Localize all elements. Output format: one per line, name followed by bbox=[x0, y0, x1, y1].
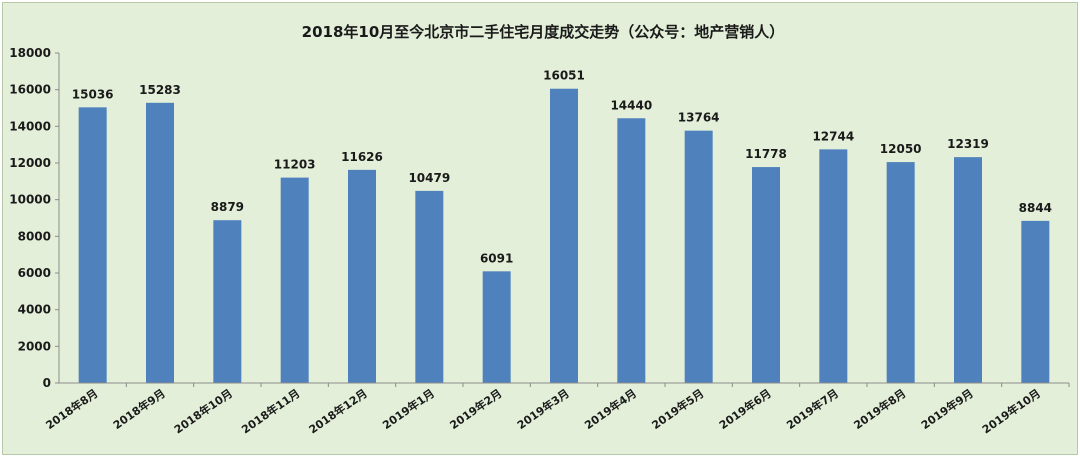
y-tick-label: 16000 bbox=[9, 83, 51, 97]
x-tick-label: 2019年9月 bbox=[918, 386, 975, 432]
chart-title: 2018年10月至今北京市二手住宅月度成交走势（公众号：地产营销人） bbox=[302, 23, 785, 41]
y-tick-label: 18000 bbox=[9, 46, 51, 60]
data-label: 11203 bbox=[274, 158, 316, 172]
y-tick-label: 4000 bbox=[18, 303, 51, 317]
x-tick-label: 2019年4月 bbox=[582, 386, 639, 432]
x-tick-label: 2019年8月 bbox=[851, 386, 908, 432]
y-tick-label: 14000 bbox=[9, 119, 51, 133]
data-labels: 15036 15283 8879 11203 11626 10479 6091 16051 14… bbox=[72, 69, 1052, 266]
x-tick-label: 2018年9月 bbox=[110, 386, 167, 432]
bar bbox=[819, 149, 848, 383]
bar bbox=[550, 88, 578, 384]
data-label: 11778 bbox=[745, 147, 787, 161]
bar bbox=[482, 271, 511, 383]
data-label: 12319 bbox=[947, 137, 989, 151]
x-tick-label: 2018年10月 bbox=[171, 386, 235, 436]
data-label: 8879 bbox=[211, 200, 244, 214]
x-tick-label: 2018年11月 bbox=[239, 386, 303, 436]
data-label: 15283 bbox=[139, 83, 181, 97]
data-label: 12050 bbox=[880, 142, 922, 156]
bar bbox=[954, 157, 982, 383]
data-label: 13764 bbox=[678, 111, 720, 125]
bar bbox=[752, 167, 780, 383]
bar bbox=[1021, 220, 1050, 383]
x-tick-label: 2019年7月 bbox=[784, 386, 841, 432]
data-label: 15036 bbox=[72, 87, 114, 101]
x-axis: 2018年8月 2018年9月 2018年10月 2018年11月 2018年12月 20… bbox=[43, 382, 1070, 436]
data-label: 10479 bbox=[408, 171, 450, 185]
data-label: 6091 bbox=[480, 251, 513, 265]
bar bbox=[146, 102, 174, 383]
y-tick-label: 6000 bbox=[18, 266, 51, 280]
y-tick-label: 0 bbox=[43, 376, 51, 390]
y-tick-label: 2000 bbox=[18, 339, 51, 353]
x-tick-label: 2019年1月 bbox=[380, 386, 437, 432]
data-label: 12744 bbox=[812, 129, 854, 143]
x-tick-label: 2018年8月 bbox=[43, 386, 100, 432]
y-axis: 0 2000 4000 6000 8000 10000 12000 14000 16000 180… bbox=[9, 46, 60, 390]
data-label: 8844 bbox=[1019, 201, 1052, 215]
bar bbox=[617, 118, 646, 384]
x-tick-label: 2019年5月 bbox=[649, 386, 706, 432]
bar bbox=[213, 220, 242, 383]
bar bbox=[415, 190, 444, 383]
x-tick-label: 2018年12月 bbox=[306, 386, 370, 436]
bar bbox=[886, 162, 915, 383]
data-label: 11626 bbox=[341, 150, 383, 164]
x-tick-label: 2019年6月 bbox=[716, 386, 773, 432]
data-label: 16051 bbox=[543, 69, 585, 83]
y-tick-label: 12000 bbox=[9, 156, 51, 170]
x-tick-label: 2019年3月 bbox=[514, 386, 571, 432]
data-label: 14440 bbox=[610, 98, 652, 112]
bar bbox=[280, 177, 309, 383]
x-tick-label: 2019年2月 bbox=[447, 386, 504, 432]
bars bbox=[78, 88, 1050, 384]
x-tick-label: 2019年10月 bbox=[979, 386, 1043, 436]
bar-chart: 2018年10月至今北京市二手住宅月度成交走势（公众号：地产营销人） 0 2000… bbox=[9, 23, 1070, 436]
bar bbox=[684, 130, 713, 383]
bar bbox=[348, 169, 376, 383]
y-tick-label: 10000 bbox=[9, 193, 51, 207]
bar bbox=[78, 107, 107, 383]
y-tick-label: 8000 bbox=[18, 229, 51, 243]
